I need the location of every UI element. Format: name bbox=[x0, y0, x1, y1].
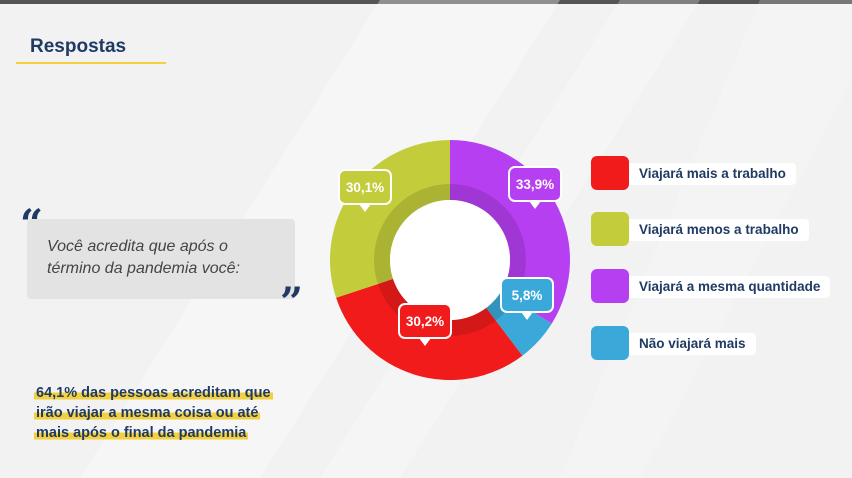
data-label-mais: 30,2% bbox=[398, 303, 452, 346]
legend-swatch-mais bbox=[591, 156, 629, 190]
donut-chart: 33,9% 5,8% 30,2% 30,1% bbox=[330, 140, 570, 381]
legend-label-mesma: Viajará a mesma quantidade bbox=[629, 276, 831, 298]
data-label-menos: 30,1% bbox=[338, 169, 392, 212]
close-quote-icon: ” bbox=[280, 279, 304, 326]
legend-label-menos: Viajará menos a trabalho bbox=[629, 219, 809, 241]
legend-label-mais: Viajará mais a trabalho bbox=[629, 163, 796, 185]
question-text: Você acredita que após o término da pand… bbox=[47, 236, 297, 280]
data-label-text-menos: 30,1% bbox=[346, 180, 384, 195]
highlight-line-2: irão viajar a mesma coisa ou até bbox=[34, 405, 261, 421]
legend-label-nao: Não viajará mais bbox=[629, 333, 756, 355]
highlight-line-1: 64,1% das pessoas acreditam que bbox=[34, 385, 273, 401]
highlight-line-3: mais após o final da pandemia bbox=[34, 425, 249, 441]
data-label-text-nao: 5,8% bbox=[512, 288, 543, 303]
donut-hole bbox=[390, 200, 510, 320]
legend-swatch-menos bbox=[591, 212, 629, 246]
highlight-statement: 64,1% das pessoas acreditam que irão via… bbox=[34, 383, 273, 443]
page-title: Respostas bbox=[30, 36, 127, 57]
donut-slice-menos bbox=[330, 140, 450, 298]
top-border bbox=[0, 0, 852, 4]
title-underline bbox=[16, 62, 166, 64]
legend-swatch-nao bbox=[591, 326, 629, 360]
data-label-mesma: 33,9% bbox=[508, 166, 562, 209]
data-label-text-mesma: 33,9% bbox=[516, 177, 554, 192]
legend-swatch-mesma bbox=[591, 269, 629, 303]
question-box bbox=[27, 219, 295, 299]
question-line-1: Você acredita que após o bbox=[47, 238, 228, 255]
data-label-text-mais: 30,2% bbox=[406, 314, 444, 329]
data-label-nao: 5,8% bbox=[500, 277, 554, 320]
question-line-2: término da pandemia você: bbox=[47, 260, 240, 277]
